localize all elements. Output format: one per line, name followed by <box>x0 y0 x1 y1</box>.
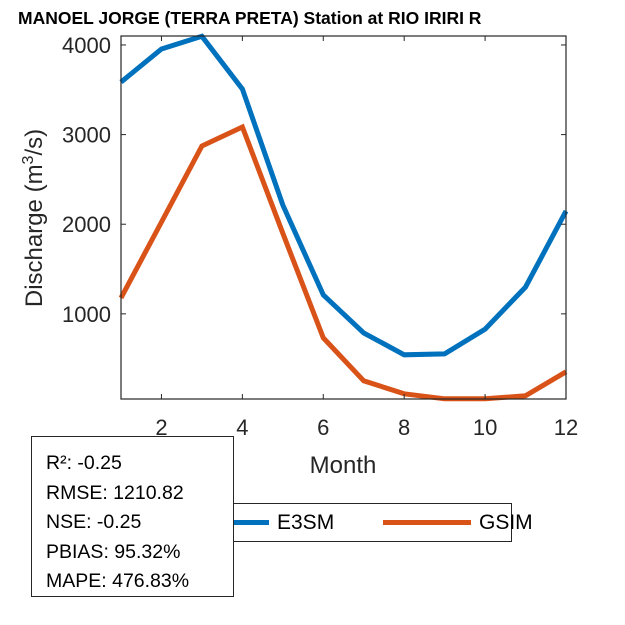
stats-annotation-box: R²: -0.25 RMSE: 1210.82 NSE: -0.25 PBIAS… <box>31 436 234 597</box>
chart-title: MANOEL JORGE (TERRA PRETA) Station at RI… <box>18 8 482 28</box>
series-line-e3sm <box>119 33 569 358</box>
x-axis-label: Month <box>310 452 377 479</box>
x-tick-label-10: 10 <box>473 415 497 440</box>
stat-rmse: RMSE: 1210.82 <box>46 481 184 504</box>
y-axis-label: Discharge (m3/s) <box>20 129 48 307</box>
legend: E3SM GSIM <box>180 503 533 542</box>
y-axis-label-prefix: Discharge (m <box>21 164 48 307</box>
axes-box <box>120 35 567 400</box>
y-tick-label-2000: 2000 <box>62 212 111 237</box>
legend-label-e3sm: E3SM <box>277 510 335 534</box>
plot-area <box>121 36 566 399</box>
series-layer <box>118 33 569 402</box>
x-tick-label-6: 6 <box>317 415 329 440</box>
y-tick-label-3000: 3000 <box>62 123 111 148</box>
series-line-gsim <box>118 123 568 402</box>
legend-label-gsim: GSIM <box>479 510 533 534</box>
y-axis-label-superscript: 3 <box>20 155 37 164</box>
stat-r-squared: R²: -0.25 <box>46 452 122 474</box>
y-tick-label-4000: 4000 <box>62 33 111 58</box>
y-tick-label-1000: 1000 <box>62 302 111 327</box>
x-tick-label-8: 8 <box>398 415 410 440</box>
plot-background <box>121 36 566 399</box>
y-axis-label-suffix: /s) <box>21 129 48 156</box>
stat-pbias: PBIAS: 95.32% <box>46 540 181 563</box>
stat-mape: MAPE: 476.83% <box>46 570 190 592</box>
stat-nse: NSE: -0.25 <box>46 511 142 533</box>
legend-swatch-gsim <box>383 520 471 525</box>
x-tick-label-4: 4 <box>236 415 248 440</box>
legend-item-gsim: GSIM <box>383 504 533 541</box>
x-tick-label-12: 12 <box>554 415 578 440</box>
x-tick-label-2: 2 <box>155 415 167 440</box>
axes-layer: 2 4 6 8 10 12 1000 2000 3000 4000 <box>62 33 578 440</box>
